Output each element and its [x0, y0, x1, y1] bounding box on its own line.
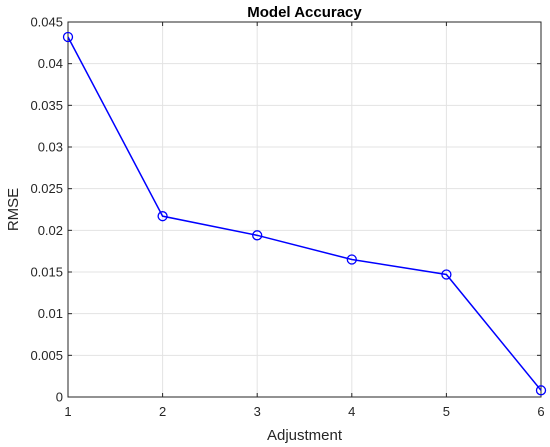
data-point: [441, 269, 452, 280]
series-group: [62, 31, 547, 396]
y-tick-label: 0.005: [30, 348, 63, 363]
y-tick-label: 0.03: [38, 140, 63, 155]
grid: [68, 22, 541, 397]
data-point: [157, 211, 168, 222]
y-tick-label: 0.01: [38, 306, 63, 321]
x-tick-label: 3: [254, 404, 261, 419]
x-tick-label: 2: [159, 404, 166, 419]
y-tick-label: 0.025: [30, 181, 63, 196]
x-tick-label: 5: [443, 404, 450, 419]
y-axis-label: RMSE: [5, 188, 22, 231]
y-tick-label: 0.04: [38, 56, 63, 71]
plot-border: [67, 21, 542, 398]
data-point: [535, 385, 547, 396]
y-tick-label: 0: [56, 390, 63, 405]
x-tick-label: 6: [537, 404, 544, 419]
data-point: [62, 31, 74, 43]
y-tick-label: 0.045: [30, 15, 63, 30]
data-point: [346, 254, 357, 265]
x-tick-label: 4: [348, 404, 355, 419]
chart-title: Model Accuracy: [247, 4, 362, 21]
y-tick-label: 0.035: [30, 98, 63, 113]
y-tick-label: 0.02: [38, 223, 63, 238]
x-axis-label: Adjustment: [267, 427, 343, 444]
data-point: [252, 230, 263, 241]
y-tick-label: 0.015: [30, 265, 63, 280]
x-axis-ticks: 1 2 3 4 5 6: [64, 22, 545, 419]
x-tick-label: 1: [64, 404, 71, 419]
series-line: [67, 36, 542, 391]
y-axis-ticks: 0 0.005 0.01 0.015 0.02 0.025 0.03 0.035 0.04 0.0…: [30, 15, 541, 405]
plot-area: [68, 22, 541, 397]
